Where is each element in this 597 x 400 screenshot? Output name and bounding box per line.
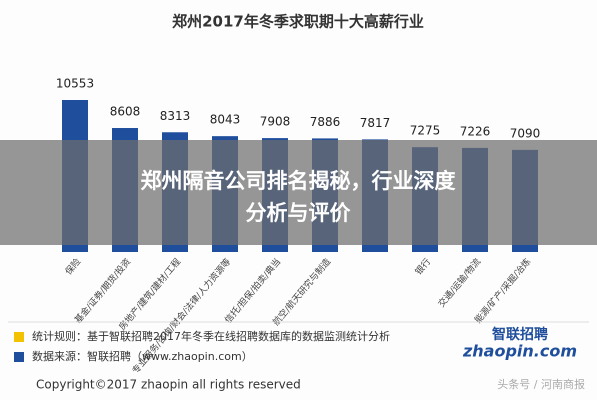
value-label: 7090 [510, 126, 541, 140]
notes: 统计规则：基于智联招聘2017年冬季在线招聘数据库的数据监测统计分析数据来源：智… [14, 329, 390, 363]
value-label: 7817 [360, 116, 391, 130]
copyright: Copyright©2017 zhaopin all rights reserv… [36, 378, 301, 392]
value-label: 8313 [160, 109, 191, 123]
value-label: 8043 [210, 113, 241, 127]
overlay-banner [0, 140, 597, 245]
note-swatch [14, 352, 24, 362]
value-label: 7275 [410, 124, 441, 138]
logo-brand: 智联招聘 [491, 326, 548, 343]
logo-site: zhaopin.com [462, 342, 577, 361]
overlay-headline: 郑州隔音公司排名揭秘，行业深度分析与评价 [141, 169, 456, 225]
value-label: 8608 [110, 105, 141, 119]
note-text: 统计规则：基于智联招聘2017年冬季在线招聘数据库的数据监测统计分析 [32, 329, 390, 343]
note-text: 数据来源：智联招聘（www.zhaopin.com） [32, 349, 253, 363]
value-label: 10553 [56, 77, 94, 91]
value-label: 7908 [260, 115, 291, 129]
value-label: 7226 [460, 124, 491, 138]
value-label: 7886 [310, 115, 341, 129]
watermark: 头条号 / 河南商报 [497, 377, 585, 391]
chart-title: 郑州2017年冬季求职期十大高薪行业 [172, 13, 424, 31]
note-swatch [14, 332, 24, 342]
